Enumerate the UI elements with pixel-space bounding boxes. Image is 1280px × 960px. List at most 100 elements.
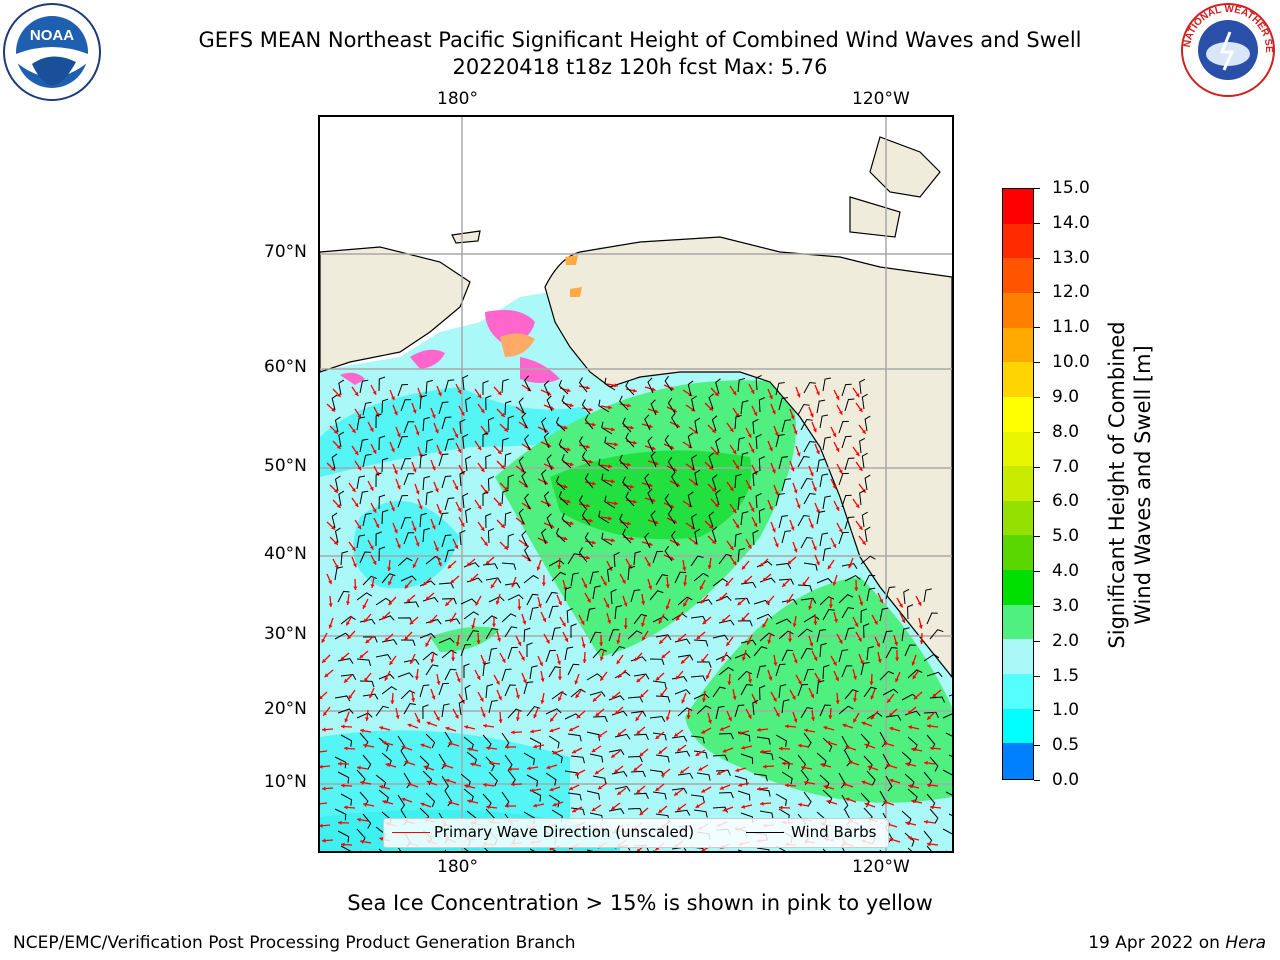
wave-direction-arrowhead [388, 601, 393, 606]
wave-direction-arrowhead [388, 581, 392, 586]
wind-barb [759, 632, 775, 642]
wind-barb [589, 571, 599, 585]
sea-ice-overlay [340, 255, 582, 385]
wind-barb [570, 807, 585, 816]
wind-barb [397, 672, 414, 678]
wave-direction-arrowhead [729, 545, 734, 550]
wave-direction-arrowhead [913, 695, 918, 700]
wave-direction-arrowhead [517, 606, 522, 610]
wave-direction-arrowhead [393, 529, 398, 534]
wind-barb [674, 638, 691, 645]
wave-direction-arrowhead [320, 823, 323, 828]
wave-direction-arrowhead [793, 659, 798, 664]
wind-barb [529, 606, 539, 621]
wave-direction-arrowhead [575, 693, 580, 698]
wind-barb [800, 647, 813, 660]
wave-direction-arrowhead [328, 580, 332, 585]
wave-direction-arrowhead [809, 524, 814, 529]
wind-barb [778, 456, 788, 470]
wave-direction-arrowhead [382, 799, 387, 804]
wind-barb [331, 394, 338, 411]
wind-barb [781, 649, 794, 662]
wave-direction-arrowhead [322, 727, 326, 732]
wave-direction-arrowhead [804, 728, 808, 733]
wind-barb [844, 398, 855, 412]
wind-barb [800, 477, 813, 490]
wave-direction-arrowhead [661, 772, 666, 776]
colorbar-tick-mark [1034, 222, 1040, 224]
wave-direction-arrowhead [614, 769, 619, 773]
wave-direction-arrowhead [322, 786, 326, 791]
wave-direction-arrowhead [372, 449, 377, 454]
wind-barb [778, 630, 794, 640]
wave-direction-arrowhead [353, 586, 358, 590]
wind-barb [570, 623, 577, 639]
wind-barb [712, 754, 728, 761]
wind-barb [822, 737, 833, 752]
wind-barb [422, 416, 430, 432]
wave-direction-arrowhead [333, 540, 338, 545]
wind-barb [652, 615, 669, 623]
wind-barb [781, 771, 793, 785]
wind-barb [362, 453, 372, 468]
wave-direction-arrowhead [569, 462, 574, 467]
wind-barb [546, 513, 553, 530]
wave-direction-arrowhead [658, 750, 663, 754]
wind-barb [397, 436, 409, 449]
wind-barb [819, 414, 829, 429]
wave-direction-arrowhead [793, 430, 798, 435]
wind-barb [543, 380, 550, 397]
wind-barb [482, 380, 489, 396]
wave-direction-arrowhead [390, 507, 395, 512]
wind-barb [441, 598, 457, 605]
wind-barb [859, 437, 866, 454]
wave-direction-arrowhead [796, 452, 801, 457]
colorbar-tick-label: 6.0 [1052, 491, 1080, 512]
wave-direction-arrowhead [390, 396, 395, 401]
wind-barb [718, 553, 733, 565]
wave-band-low-west [353, 501, 460, 589]
wave-direction-arrowhead [738, 782, 743, 787]
wave-direction-arrowhead [681, 659, 685, 664]
wind-barb [561, 454, 572, 469]
wind-barb [340, 550, 348, 566]
wave-direction-arrowhead [741, 804, 746, 809]
wave-direction-arrowhead [815, 450, 820, 455]
wind-barb [797, 628, 813, 638]
wind-barb [381, 573, 396, 584]
wind-barb [691, 454, 697, 471]
wave-direction-arrowhead [592, 697, 597, 702]
wave-direction-arrowhead [746, 640, 751, 645]
wind-barb [841, 846, 845, 851]
wind-barb [501, 378, 509, 394]
wind-barb [581, 510, 591, 526]
wave-direction-arrowhead [486, 745, 490, 751]
wave-direction-arrowhead [930, 805, 934, 810]
wave-direction-arrowhead [857, 637, 862, 642]
wind-barb [589, 691, 606, 697]
wind-barb [614, 671, 631, 679]
wind-barb [630, 710, 647, 717]
wave-direction-arrowhead [747, 485, 752, 490]
wave-direction-arrowhead [483, 723, 487, 728]
wave-direction-arrowhead [500, 464, 505, 469]
wave-direction-arrowhead [802, 581, 807, 586]
wave-direction-arrowhead [883, 800, 888, 805]
wind-barb [838, 649, 849, 663]
wave-direction-arrowhead [585, 503, 590, 508]
wave-direction-arrowhead [592, 481, 596, 486]
wave-direction-arrowhead [348, 694, 353, 699]
wave-direction-arrowhead [540, 700, 545, 704]
wave-direction-arrowhead [908, 725, 913, 730]
wind-barb [460, 644, 472, 657]
wave-direction-arrowhead [707, 565, 712, 569]
wave-direction-arrowhead [409, 620, 414, 625]
wave-direction-arrowhead [471, 624, 476, 629]
wave-direction-arrowhead [346, 621, 350, 626]
colorbar-tick-label: 4.0 [1052, 561, 1080, 582]
wind-barb [945, 791, 952, 796]
colorbar-tick-mark [1034, 362, 1040, 364]
wave-direction-arrowhead [454, 544, 459, 549]
wind-barb [592, 715, 608, 723]
wave-direction-arrowhead [501, 658, 506, 663]
